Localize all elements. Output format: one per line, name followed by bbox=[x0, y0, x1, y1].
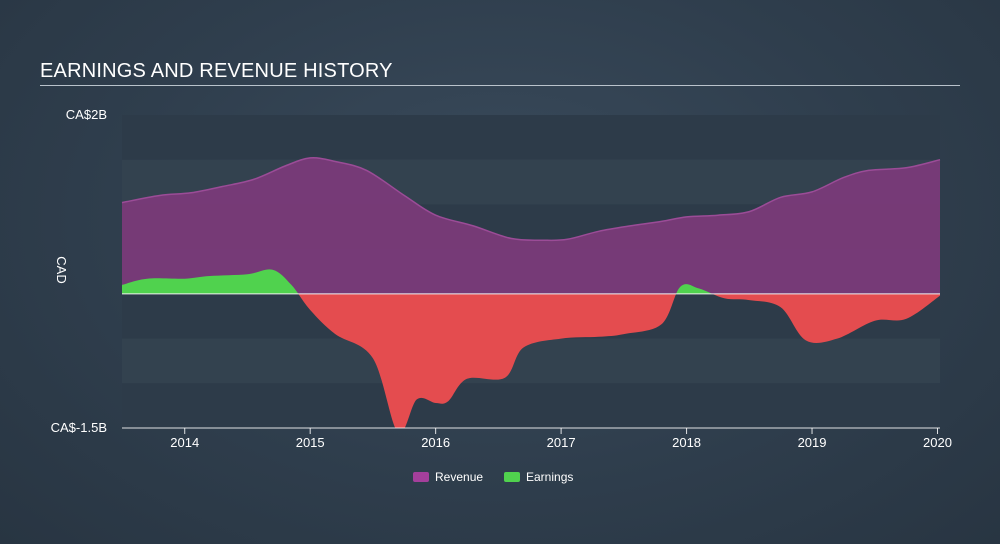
x-tick-label: 2015 bbox=[296, 435, 325, 450]
x-tick-label: 2019 bbox=[798, 435, 827, 450]
grid-band bbox=[122, 383, 940, 428]
title-divider bbox=[40, 85, 960, 86]
revenue-area bbox=[122, 157, 940, 294]
legend-item-revenue[interactable]: Revenue bbox=[413, 470, 483, 484]
grid-band bbox=[122, 115, 940, 160]
legend-label-earnings: Earnings bbox=[526, 470, 574, 484]
earnings-negative-area bbox=[298, 293, 940, 428]
x-tick-label: 2016 bbox=[421, 435, 450, 450]
legend-item-earnings[interactable]: Earnings bbox=[504, 470, 573, 484]
revenue-line bbox=[121, 157, 941, 242]
y-tick-label: CA$2B bbox=[66, 107, 107, 122]
earnings-positive-area bbox=[122, 269, 940, 294]
x-tick-label: 2017 bbox=[547, 435, 576, 450]
legend-label-revenue: Revenue bbox=[435, 470, 484, 484]
plot-axes: 2014 2015 2016 2017 2018 2019 2020 CA$2B CA$-1.5… bbox=[51, 107, 952, 450]
x-tick-label: 2014 bbox=[170, 435, 199, 450]
legend-swatch-revenue bbox=[413, 472, 429, 482]
grid-band bbox=[122, 338, 940, 384]
x-tick-label: 2018 bbox=[672, 435, 701, 450]
x-tick-label: 2020 bbox=[923, 435, 952, 450]
y-axis-label: CAD bbox=[54, 256, 69, 283]
y-tick-label: CA$-1.5B bbox=[51, 420, 107, 435]
chart-title: EARNINGS AND REVENUE HISTORY bbox=[40, 60, 393, 82]
plot-series bbox=[121, 157, 941, 428]
legend-swatch-earnings bbox=[504, 472, 520, 482]
legend: Revenue Earnings bbox=[0, 470, 1000, 486]
